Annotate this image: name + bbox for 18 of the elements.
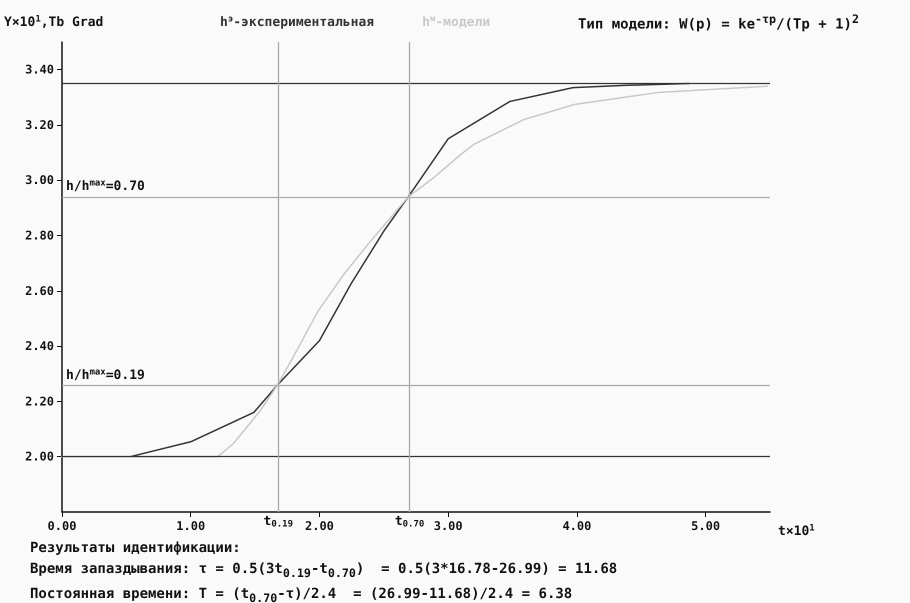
chart-title: Тип модели: W(p) = ke$^{-τp}$/(Tp + 1)$^{2}$	[578, 12, 859, 33]
y-tick-label: 3.00	[25, 173, 54, 188]
x-tick-label: 0.00	[48, 519, 76, 533]
x-tick-label: 5.00	[691, 519, 720, 533]
y-tick-label: 2.20	[25, 394, 54, 408]
y-tick-label: 3.40	[25, 62, 54, 77]
y-tick-label: 2.40	[25, 339, 54, 354]
x-tick-label: 1.00	[176, 519, 206, 533]
x-tick-label: 3.00	[434, 519, 463, 533]
y-tick-label: 2.60	[25, 284, 54, 298]
y-tick-label: 2.00	[25, 450, 54, 464]
text: Время запаздывания: τ = 0.5(3t$_{0.19}$-t$_{0.70}$) = 0.5(3*16.78-26.99) = 11.68	[30, 560, 618, 582]
y-tick-label: 2.80	[25, 228, 54, 243]
text: Постоянная времени: T = (t$_{0.70}$-τ)/2.4 = (26.99-11.68)/2.4 = 6.38	[30, 584, 574, 603]
y-tick-label: 3.20	[25, 118, 54, 132]
text: Результаты идентификации:	[30, 539, 242, 558]
x-tick-label: 4.00	[562, 519, 592, 533]
x-tick-label: 2.00	[305, 519, 334, 533]
